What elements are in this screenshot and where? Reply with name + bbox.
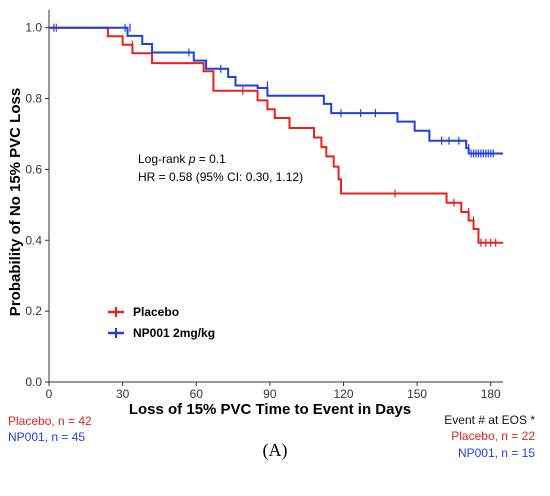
y-tick-label: 0.2	[25, 304, 42, 318]
x-tick-label: 0	[46, 387, 53, 401]
legend: Placebo NP001 2mg/kg	[108, 305, 215, 340]
panel-label: (A)	[262, 440, 288, 460]
y-tick-label: 0.8	[25, 92, 42, 106]
eos-np001: NP001, n = 15	[457, 446, 535, 460]
legend-label-placebo: Placebo	[133, 305, 179, 319]
y-axis-title: Probability of No 15% PVC Loss	[7, 88, 24, 316]
x-tick-label: 60	[190, 387, 204, 401]
legend-label-np001: NP001 2mg/kg	[133, 326, 215, 340]
ticks: 0 30 60 90 120 150 180 0.0 0.2 0.4 0.6 0.8 1.0	[25, 21, 501, 401]
count-np001-n: NP001, n = 45	[8, 430, 86, 444]
x-tick-label: 150	[407, 387, 427, 401]
x-tick-label: 30	[116, 387, 130, 401]
km-curve-placebo	[49, 26, 503, 244]
x-axis-title: Loss of 15% PVC Time to Event in Days	[129, 401, 411, 418]
count-placebo-n: Placebo, n = 42	[8, 414, 92, 428]
y-tick-label: 0.6	[25, 162, 42, 176]
y-tick-label: 0.4	[25, 233, 42, 247]
x-tick-label: 90	[263, 387, 277, 401]
x-tick-label: 180	[481, 387, 501, 401]
curves	[49, 23, 503, 247]
logrank-annotation: Log-rank p = 0.1	[138, 152, 226, 166]
y-tick-label: 1.0	[25, 21, 42, 35]
axes	[48, 10, 503, 383]
km-curve-np001	[49, 26, 503, 155]
hr-annotation: HR = 0.58 (95% CI: 0.30, 1.12)	[138, 170, 303, 184]
y-tick-label: 0.0	[25, 375, 42, 389]
eos-placebo: Placebo, n = 22	[451, 429, 535, 443]
x-tick-label: 120	[333, 387, 353, 401]
eos-title: Event # at EOS *	[444, 413, 535, 427]
